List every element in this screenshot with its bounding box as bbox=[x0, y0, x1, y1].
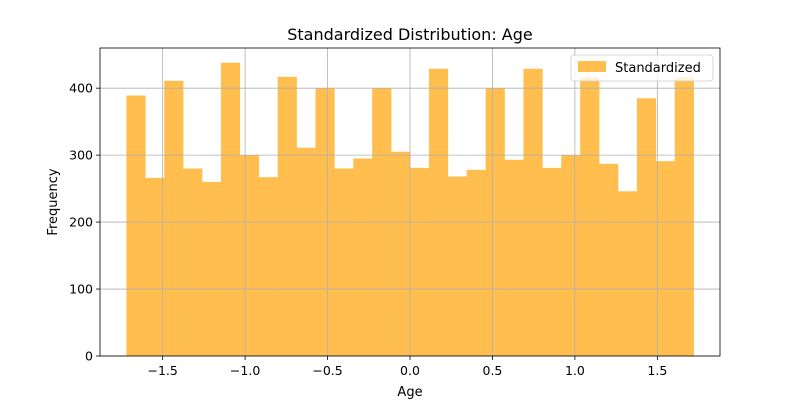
histogram-bar bbox=[561, 155, 581, 356]
legend-entry: Standardized bbox=[615, 61, 701, 76]
x-tick-label: 0.5 bbox=[483, 363, 503, 378]
y-tick-label: 300 bbox=[69, 148, 93, 163]
histogram-bar bbox=[447, 176, 468, 356]
histogram-bar bbox=[277, 76, 297, 356]
y-tick-label: 400 bbox=[69, 81, 93, 96]
histogram-bar bbox=[428, 68, 449, 356]
histogram-bar bbox=[617, 191, 638, 356]
x-tick-label: −1.0 bbox=[230, 363, 260, 378]
histogram-bar bbox=[466, 169, 486, 356]
histogram-bar bbox=[636, 98, 657, 356]
histogram-bar bbox=[296, 147, 316, 356]
histogram-bar bbox=[202, 181, 222, 356]
chart-title: Standardized Distribution: Age bbox=[287, 25, 532, 44]
x-axis-label: Age bbox=[397, 385, 422, 400]
histogram-bar bbox=[504, 159, 524, 356]
y-axis-label: Frequency bbox=[46, 168, 61, 235]
x-tick-label: −0.5 bbox=[312, 363, 342, 378]
x-tick-label: 0.0 bbox=[400, 363, 420, 378]
histogram-bar bbox=[655, 161, 676, 356]
legend-box bbox=[570, 54, 714, 82]
histogram-bar bbox=[523, 68, 543, 356]
x-tick-label: 1.0 bbox=[565, 363, 585, 378]
legend-swatch bbox=[578, 61, 606, 72]
histogram-bar bbox=[353, 158, 373, 356]
histogram-bar bbox=[164, 80, 184, 357]
histogram-bar bbox=[145, 177, 165, 356]
y-tick-label: 100 bbox=[69, 282, 93, 297]
histogram-bar bbox=[599, 163, 619, 356]
histogram-bar bbox=[239, 155, 260, 356]
histogram-bar bbox=[542, 167, 562, 356]
histogram-bar bbox=[334, 168, 354, 356]
histogram-bar bbox=[580, 77, 600, 356]
y-tick-label: 0 bbox=[85, 349, 93, 364]
histogram-bar bbox=[258, 177, 278, 356]
x-tick-label: −1.5 bbox=[147, 363, 177, 378]
y-tick-label: 200 bbox=[69, 215, 93, 230]
x-axis-ticks: −1.5 −1.0 −0.5 0.0 0.5 1.0 1.5 bbox=[147, 356, 667, 378]
histogram-bar bbox=[674, 77, 694, 356]
histogram-bar bbox=[126, 95, 146, 357]
histogram-bar bbox=[410, 167, 430, 356]
histogram-bar bbox=[220, 62, 241, 356]
legend: Standardized bbox=[570, 54, 714, 82]
histogram-bar bbox=[183, 168, 203, 356]
x-tick-label: 1.5 bbox=[647, 363, 667, 378]
y-axis-ticks: 0 100 200 300 400 bbox=[69, 81, 100, 364]
histogram-bar bbox=[391, 151, 411, 356]
